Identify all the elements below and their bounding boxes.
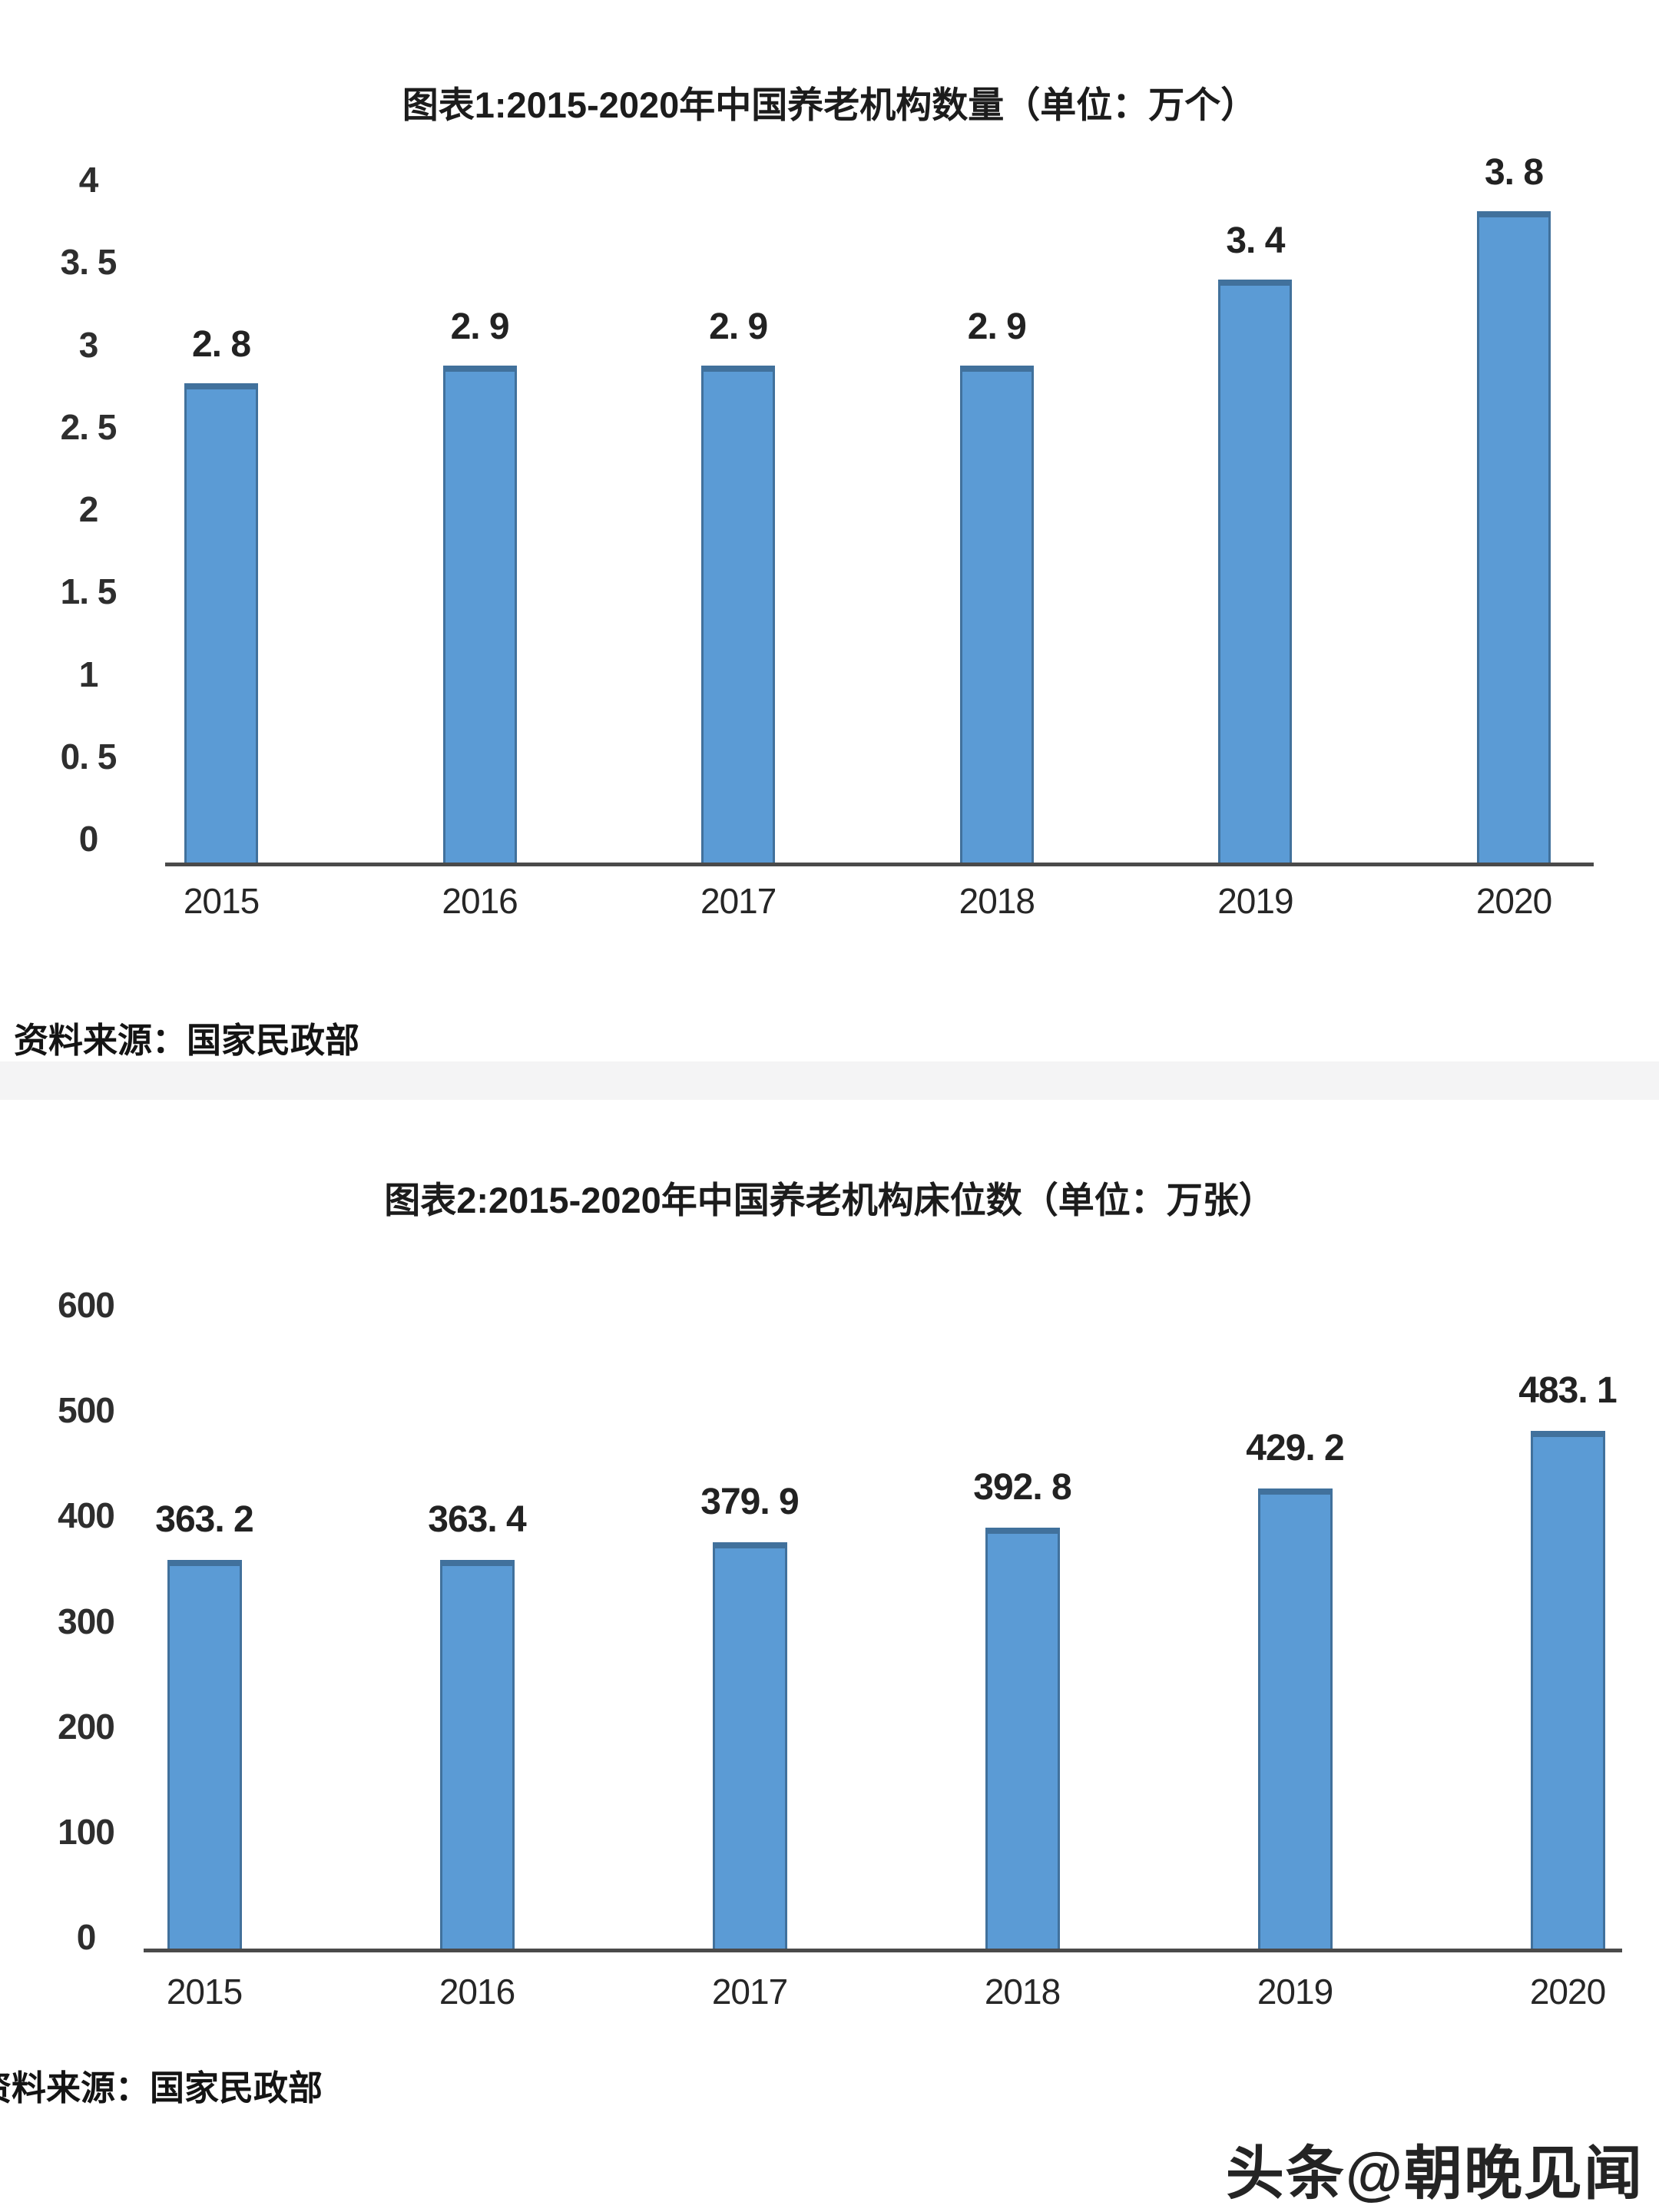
chart1-bar-2015	[184, 382, 258, 865]
chart2-xlabel-2015: 2015	[166, 1972, 243, 2012]
chart2-ytick-200: 200	[58, 1706, 115, 1747]
chart2-bar-2017	[712, 1541, 787, 1951]
chart1-xlabel-2016: 2016	[442, 881, 518, 921]
chart1-title: 图表1:2015-2020年中国养老机构数量（单位：万个）	[402, 84, 1257, 125]
chart1-value-label-2018: 2. 9	[967, 306, 1027, 348]
chart1-ytick-1_5: 1. 5	[60, 571, 118, 612]
chart1-bar-2019	[1218, 280, 1293, 865]
chart1-ytick-3_5: 3. 5	[60, 242, 118, 283]
chart2-xlabel-2017: 2017	[711, 1972, 788, 2012]
chart1-xlabel-2018: 2018	[959, 881, 1035, 921]
chart2-xlabel-2018: 2018	[984, 1972, 1061, 2012]
chart2-ytick-300: 300	[58, 1601, 115, 1641]
chart2-value-label-2015: 363. 2	[155, 1498, 253, 1540]
watermark: 头条@朝晚见闻	[1225, 2141, 1644, 2207]
chart2-bar-2020	[1530, 1430, 1605, 1951]
chart2-ytick-0: 0	[76, 1917, 97, 1957]
chart1-value-label-2019: 3. 4	[1226, 220, 1285, 262]
chart2-bar-2016	[439, 1559, 515, 1951]
chart2-ytick-400: 400	[58, 1495, 115, 1536]
chart1-value-label-2017: 2. 9	[709, 306, 768, 348]
chart2-bar-2015	[167, 1559, 242, 1951]
chart1-ytick-0_5: 0. 5	[60, 736, 118, 777]
chart1-bar-2018	[959, 366, 1034, 865]
chart2-xlabel-2020: 2020	[1529, 1972, 1606, 2012]
chart1-ytick-3: 3	[78, 324, 99, 365]
chart1-bar-2016	[442, 366, 517, 865]
chart2-ytick-600: 600	[58, 1285, 115, 1325]
chart1-xlabel-2017: 2017	[700, 881, 777, 921]
chart2-ytick-500: 500	[58, 1390, 115, 1431]
chart1-value-label-2015: 2. 8	[191, 323, 251, 365]
chart1-source: 资料来源：国家民政部	[14, 1021, 360, 1060]
chart1-value-label-2016: 2. 9	[450, 306, 510, 348]
chart1-xlabel-2020: 2020	[1475, 881, 1552, 921]
chart2-x-axis	[144, 1949, 1622, 1952]
chart2-xlabel-2019: 2019	[1257, 1972, 1333, 2012]
divider-band	[0, 1061, 1659, 1100]
chart2-title: 图表2:2015-2020年中国养老机构床位数（单位：万张）	[384, 1180, 1275, 1220]
chart1-bar-2020	[1477, 210, 1551, 865]
chart1-ytick-4: 4	[78, 160, 99, 200]
chart1-xlabel-2019: 2019	[1217, 881, 1293, 921]
chart2-value-label-2017: 379. 9	[700, 1481, 799, 1522]
chart1-ytick-0: 0	[78, 819, 99, 859]
chart1-value-label-2020: 3. 8	[1484, 151, 1544, 193]
chart1-ytick-1: 1	[78, 654, 99, 694]
chart1-xlabel-2015: 2015	[183, 881, 260, 921]
chart2-bar-2019	[1257, 1488, 1333, 1951]
chart2-xlabel-2016: 2016	[439, 1972, 515, 2012]
chart2-ytick-100: 100	[58, 1811, 115, 1852]
chart2-bar-2018	[985, 1528, 1060, 1951]
chart1-bar-2017	[701, 366, 776, 865]
chart2-value-label-2018: 392. 8	[973, 1467, 1071, 1508]
chart2-source: 资料来源：国家民政部	[0, 2068, 323, 2108]
chart1-ytick-2: 2	[78, 489, 99, 529]
chart2-value-label-2016: 363. 4	[428, 1498, 526, 1540]
chart1-x-axis	[165, 863, 1594, 866]
chart2-value-label-2019: 429. 2	[1246, 1428, 1344, 1469]
chart1-ytick-2_5: 2. 5	[60, 406, 118, 447]
chart2-value-label-2020: 483. 1	[1518, 1369, 1617, 1411]
